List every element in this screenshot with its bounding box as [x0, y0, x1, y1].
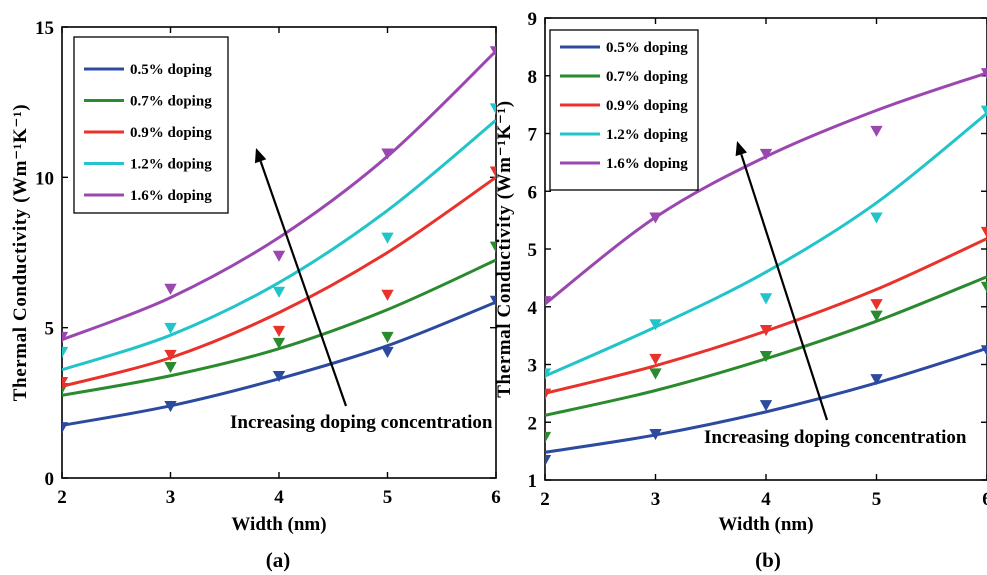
data-point: [982, 227, 987, 237]
x-tick-label: 6: [491, 487, 501, 508]
x-tick-label: 5: [383, 487, 393, 508]
x-tick-label: 4: [274, 487, 284, 508]
x-tick-label: 5: [872, 489, 882, 510]
trend-arrow: [741, 154, 827, 420]
y-axis-label: Thermal Conductivity (Wm⁻¹K⁻¹): [494, 100, 515, 398]
data-point: [540, 455, 551, 465]
y-tick-label: 10: [35, 168, 54, 189]
x-tick-label: 3: [651, 489, 661, 510]
data-point: [382, 290, 393, 300]
y-tick-label: 1: [528, 471, 538, 492]
trend-arrow-head: [255, 148, 266, 163]
y-tick-label: 6: [528, 182, 538, 203]
legend-label: 0.7% doping: [606, 69, 688, 85]
legend-label: 0.9% doping: [130, 125, 212, 141]
data-point: [274, 287, 285, 297]
trend-arrow-head: [736, 141, 747, 156]
data-point: [540, 432, 551, 442]
data-point: [982, 282, 987, 292]
data-point: [165, 362, 176, 372]
data-point: [57, 347, 68, 357]
x-tick-label: 2: [57, 487, 67, 508]
data-point: [382, 332, 393, 342]
x-tick-label: 4: [761, 489, 771, 510]
x-tick-label: 2: [540, 489, 550, 510]
x-axis-label: Width (nm): [231, 514, 326, 535]
data-point: [165, 284, 176, 294]
data-point: [650, 354, 661, 364]
legend-label: 0.9% doping: [606, 98, 688, 114]
data-point: [274, 251, 285, 261]
legend-label: 0.5% doping: [130, 62, 212, 78]
legend-label: 0.7% doping: [130, 94, 212, 110]
y-tick-label: 2: [528, 413, 538, 434]
data-point: [274, 326, 285, 336]
fit-line: [62, 302, 496, 425]
x-axis-label: Width (nm): [718, 514, 813, 535]
legend-label: 1.2% doping: [130, 157, 212, 173]
chart-panel-a: 2 3 4 5 6 0 5 10 15 Width (nm) Thermal Conductivit…: [10, 18, 502, 535]
data-point: [650, 369, 661, 379]
y-tick-label: 9: [528, 9, 538, 30]
legend-label: 0.5% doping: [606, 40, 688, 56]
data-point: [57, 422, 68, 432]
y-tick-label: 0: [45, 469, 55, 490]
y-tick-label: 15: [35, 18, 54, 39]
x-tick-label: 3: [166, 487, 176, 508]
y-tick-label: 3: [528, 356, 538, 377]
data-point: [871, 213, 882, 223]
x-tick-label: 6: [982, 489, 987, 510]
legend-label: 1.6% doping: [130, 188, 212, 204]
y-tick-label: 7: [528, 125, 538, 146]
annotation-text: Increasing doping concentration: [704, 427, 967, 448]
y-tick-label: 8: [528, 67, 538, 88]
data-point: [165, 323, 176, 333]
legend-label: 1.6% doping: [606, 156, 688, 172]
data-point: [761, 401, 772, 411]
annotation-text: Increasing doping concentration: [230, 412, 493, 433]
data-point: [871, 126, 882, 136]
data-point: [871, 299, 882, 309]
y-tick-label: 5: [45, 319, 55, 340]
caption-a: (a): [266, 548, 291, 572]
data-point: [382, 233, 393, 243]
data-point: [382, 347, 393, 357]
y-tick-label: 4: [528, 298, 538, 319]
y-axis-label: Thermal Conductivity (Wm⁻¹K⁻¹): [10, 104, 31, 402]
legend-label: 1.2% doping: [606, 127, 688, 143]
data-point: [761, 294, 772, 304]
caption-b: (b): [755, 548, 781, 572]
y-tick-label: 5: [528, 240, 538, 261]
